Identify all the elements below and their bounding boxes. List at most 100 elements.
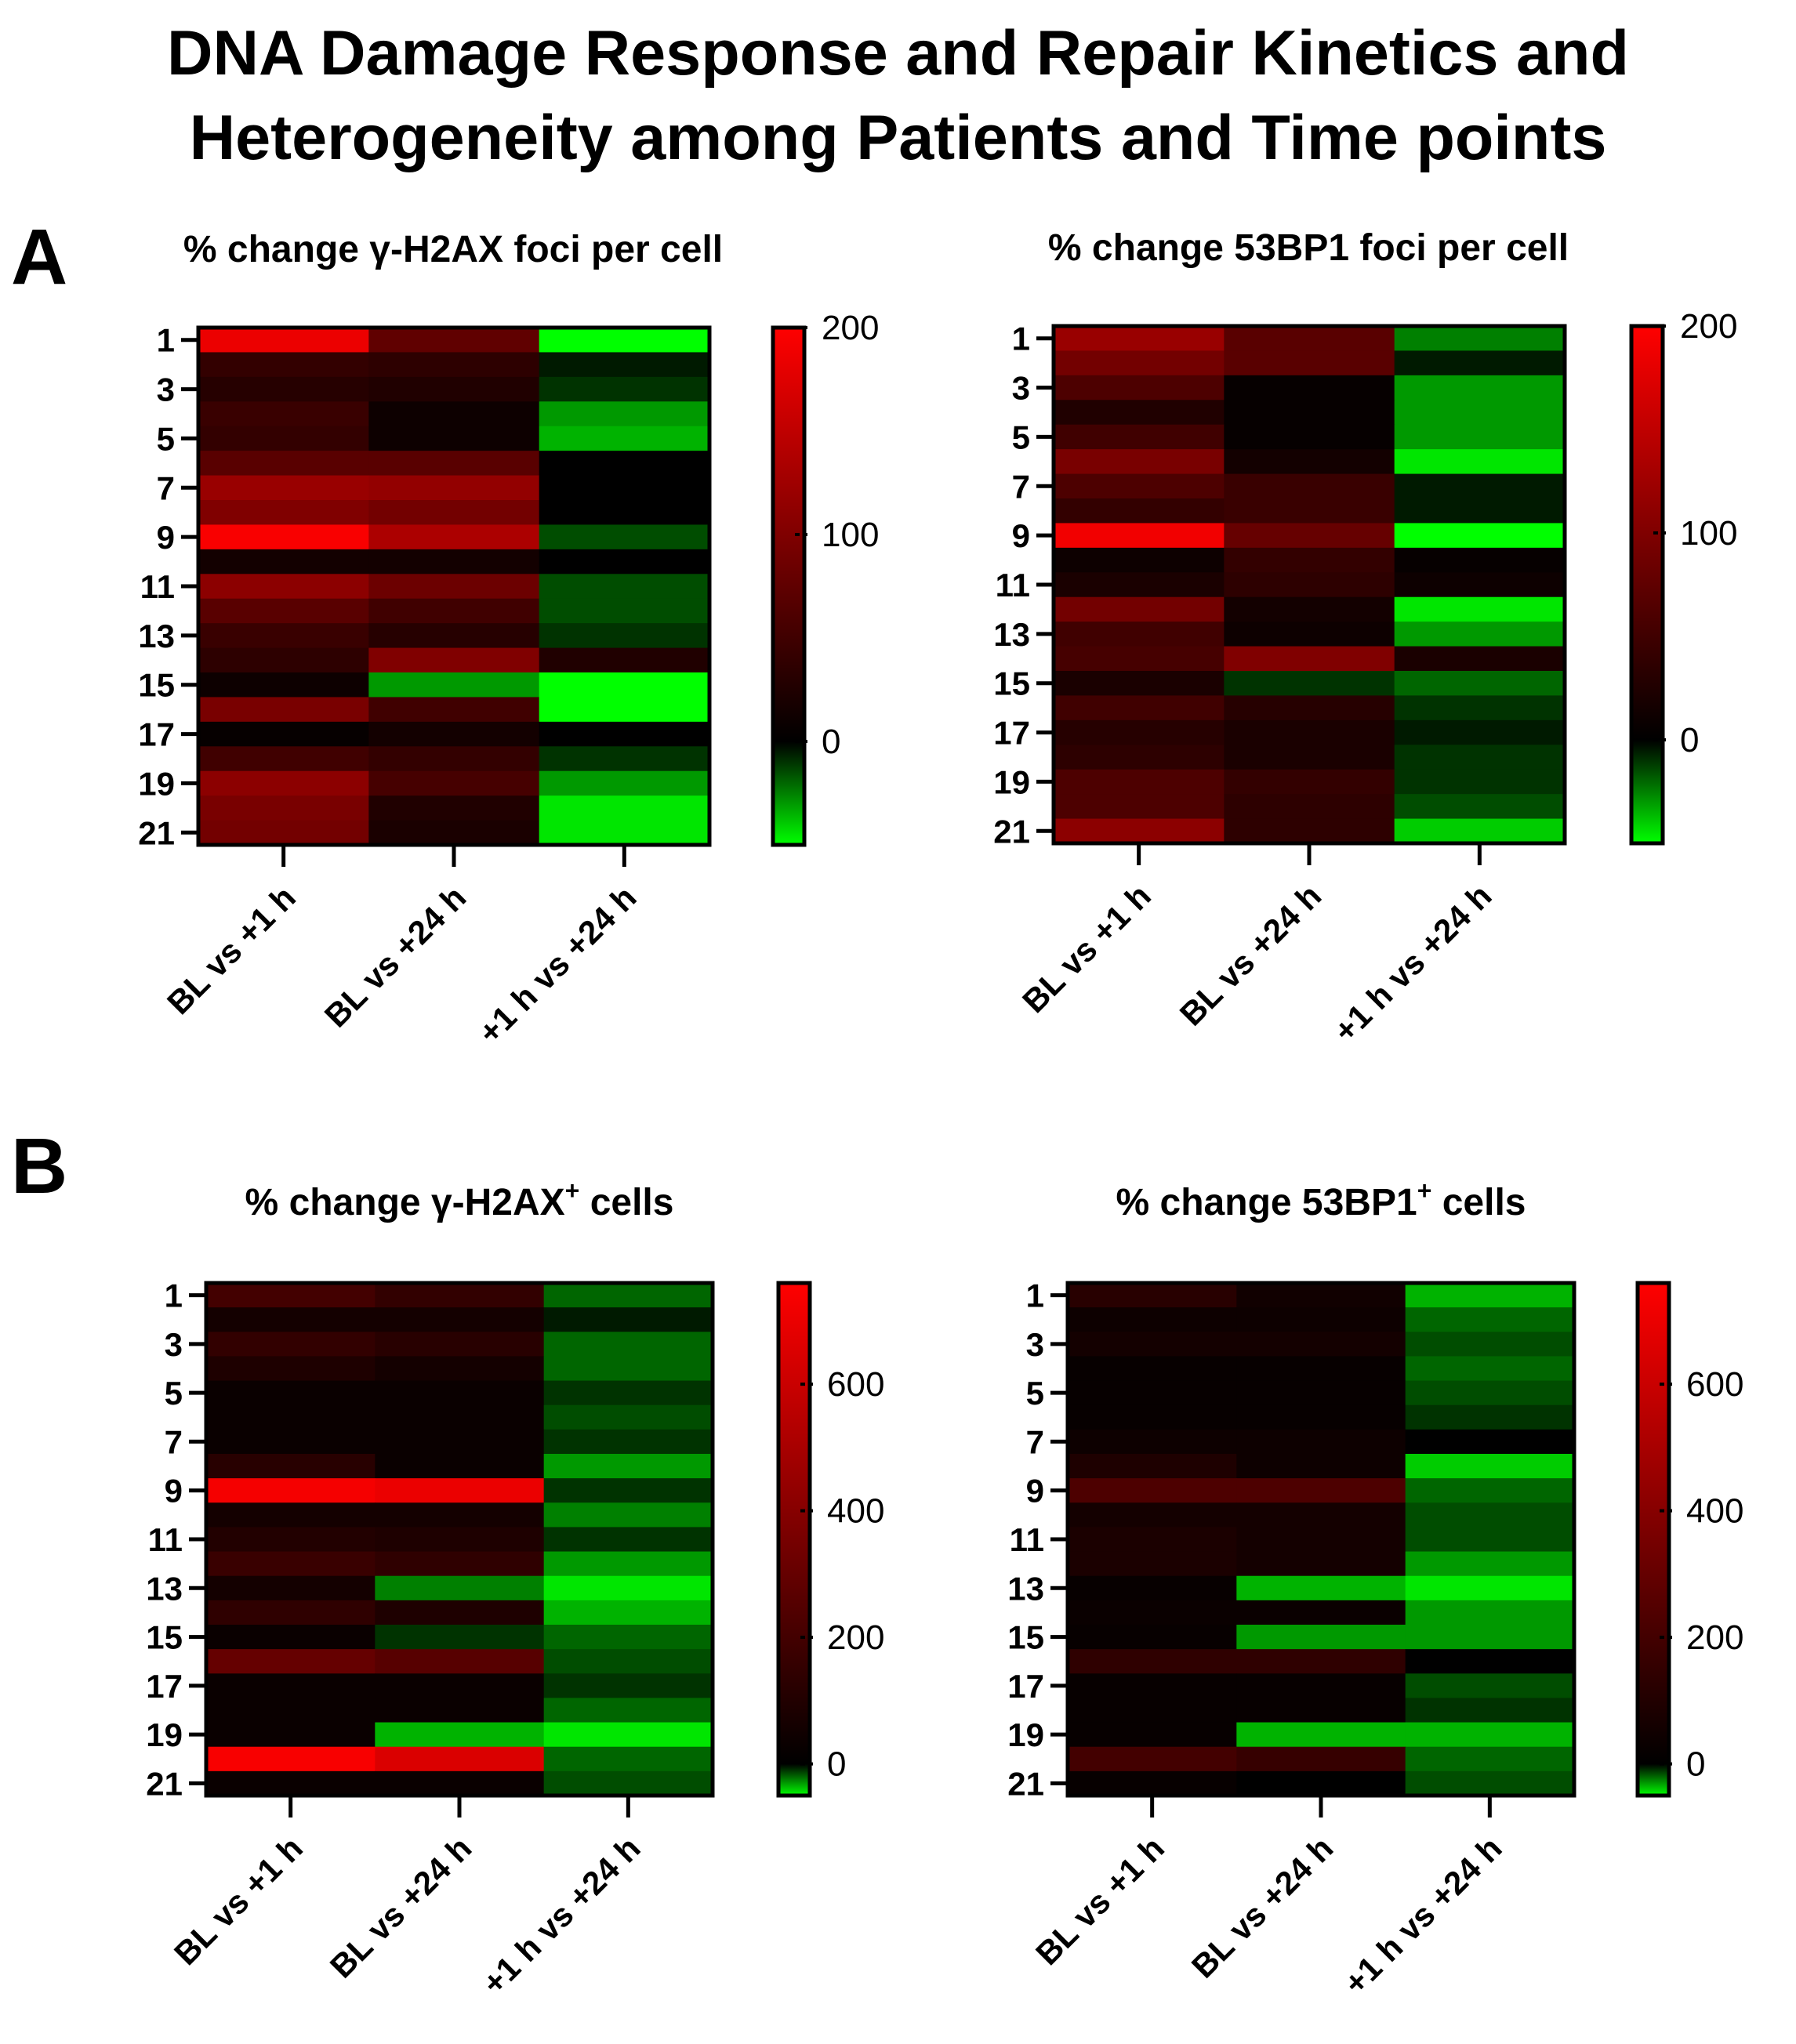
heatmap-cell	[1394, 498, 1566, 524]
heatmap-cell	[1236, 1722, 1406, 1748]
heatmap-cell	[1054, 719, 1225, 745]
heatmap-cell	[1405, 1502, 1575, 1528]
colorbar-tick-label: 400	[1686, 1492, 1743, 1531]
heatmap-cell	[368, 746, 540, 772]
colorbar	[776, 1281, 812, 1798]
heatmap-cell	[198, 475, 369, 501]
heatmap-cell	[1405, 1307, 1575, 1332]
heatmap-cell	[198, 401, 369, 427]
heatmap-cell	[1224, 400, 1395, 426]
heatmap-cell	[198, 549, 369, 574]
heatmap-cell	[1068, 1770, 1237, 1796]
heatmap-cell	[1236, 1502, 1406, 1528]
heatmap-chart-3: % change γ-H2AX+ cells13579111315171921B…	[146, 1176, 884, 2002]
heatmap-cell	[1405, 1404, 1575, 1430]
heatmap-cell	[198, 426, 369, 451]
chart-title-tail: cells	[1431, 1182, 1526, 1223]
heatmap-cell	[543, 1625, 713, 1650]
figure-title-line-1: DNA Damage Response and Repair Kinetics …	[167, 18, 1629, 89]
heatmap-cell	[198, 524, 369, 550]
heatmap-cell	[198, 352, 369, 378]
heatmap-cell	[206, 1575, 376, 1601]
heatmap-cell	[375, 1527, 545, 1553]
y-tick-label: 9	[157, 519, 175, 556]
heatmap-cell	[1394, 375, 1566, 400]
heatmap-cell	[1224, 449, 1395, 475]
colorbar-tick-label: 200	[822, 309, 879, 347]
heatmap-cell	[1405, 1527, 1575, 1553]
heatmap-cell	[375, 1649, 545, 1674]
heatmap-cell	[1224, 326, 1395, 352]
heatmap-cell	[539, 328, 710, 353]
heatmap-cell	[375, 1673, 545, 1699]
heatmap-cell	[206, 1429, 376, 1455]
y-tick-label: 7	[1026, 1423, 1044, 1460]
heatmap-cell	[375, 1332, 545, 1357]
heatmap-cell	[1236, 1527, 1406, 1553]
heatmap-cell	[1394, 646, 1566, 672]
heatmap-cell	[206, 1746, 376, 1772]
heatmap-cell	[1054, 424, 1225, 450]
y-tick-label: 7	[1012, 468, 1030, 505]
heatmap-cell	[1068, 1698, 1237, 1723]
heatmap-cell	[1236, 1478, 1406, 1503]
heatmap-cell	[1224, 596, 1395, 622]
heatmap-cell	[198, 328, 369, 353]
colorbar-tick-label: 200	[827, 1618, 884, 1657]
heatmap-cell	[543, 1575, 713, 1601]
heatmap-cell	[1394, 473, 1566, 499]
heatmap-cell	[206, 1770, 376, 1796]
heatmap-cell	[1054, 769, 1225, 795]
heatmap-cell	[1068, 1454, 1237, 1479]
heatmap-cell	[1236, 1429, 1406, 1455]
heatmap-cell	[1236, 1746, 1406, 1772]
heatmap-cell	[198, 820, 369, 846]
y-tick-label: 13	[993, 616, 1030, 653]
heatmap-cell	[375, 1575, 545, 1601]
heatmap-cell	[1405, 1454, 1575, 1479]
heatmap-cell	[539, 500, 710, 526]
heatmap-chart-2: % change 53BP1 foci per cell135791113151…	[993, 227, 1737, 1049]
heatmap-cell	[198, 598, 369, 624]
heatmap-cell	[375, 1698, 545, 1723]
heatmap-cell	[198, 697, 369, 723]
heatmap-cell	[375, 1356, 545, 1382]
heatmap-cell	[539, 352, 710, 378]
heatmap-cell	[1394, 326, 1566, 352]
heatmap-cell	[368, 647, 540, 673]
y-tick-label: 19	[1007, 1716, 1044, 1753]
heatmap-cell	[1224, 622, 1395, 647]
heatmap-cell	[1054, 449, 1225, 475]
heatmap-cell	[1068, 1283, 1237, 1308]
y-tick-label: 1	[1012, 321, 1030, 357]
y-tick-label: 17	[138, 716, 175, 753]
chart-title-main: % change 53BP1 foci per cell	[1048, 227, 1569, 269]
heatmap-cell	[368, 598, 540, 624]
heatmap-cell	[368, 376, 540, 402]
heatmap-cell	[1224, 572, 1395, 598]
heatmap-cell	[1054, 671, 1225, 697]
heatmap-cell	[368, 623, 540, 649]
colorbar	[1629, 324, 1665, 846]
heatmap-cell	[1068, 1625, 1237, 1650]
heatmap-cell	[368, 820, 540, 846]
heatmap-cell	[1405, 1698, 1575, 1723]
heatmap-cell	[1236, 1600, 1406, 1625]
heatmap-cell	[539, 598, 710, 624]
heatmap-cell	[539, 426, 710, 451]
y-tick-label: 9	[165, 1473, 183, 1509]
heatmap-cell	[375, 1307, 545, 1332]
heatmap-cell	[1405, 1746, 1575, 1772]
heatmap-cell	[1236, 1625, 1406, 1650]
colorbar	[1635, 1281, 1671, 1798]
heatmap-cell	[539, 697, 710, 723]
heatmap-cell	[375, 1283, 545, 1308]
heatmap-cell	[543, 1770, 713, 1796]
x-tick-label: BL vs +1 h	[1029, 1829, 1171, 1972]
y-tick-label: 21	[1007, 1765, 1044, 1802]
heatmap-cell	[543, 1551, 713, 1577]
y-tick-label: 3	[1026, 1326, 1044, 1363]
heatmap-cell	[1405, 1770, 1575, 1796]
y-tick-label: 11	[148, 1521, 183, 1558]
